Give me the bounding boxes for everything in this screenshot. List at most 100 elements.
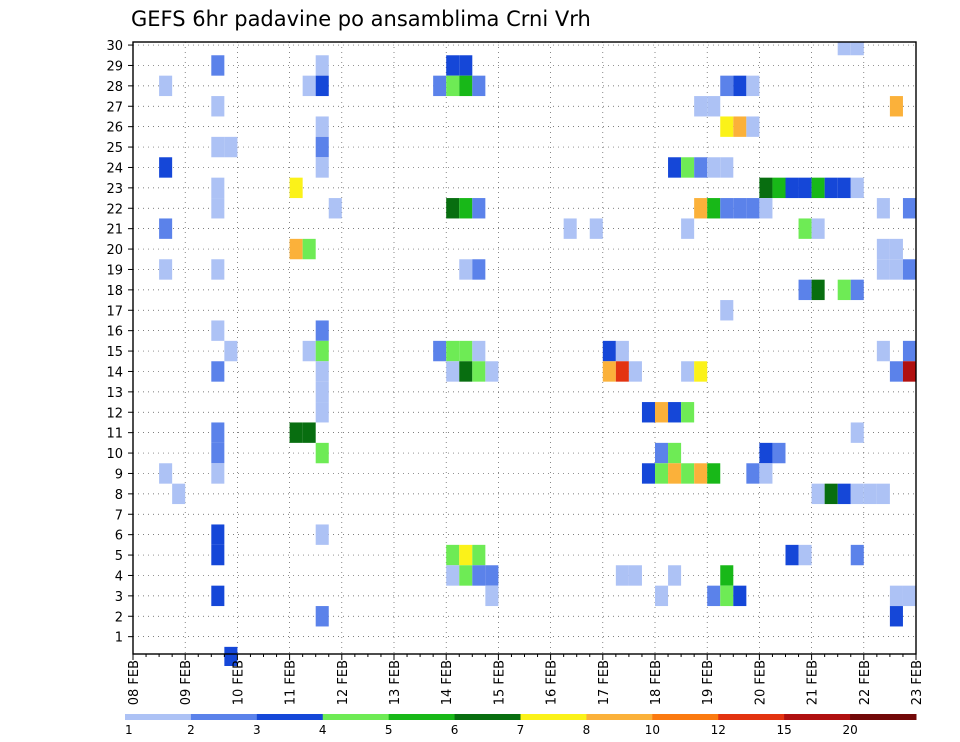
precipitation-cell [798,218,812,239]
precipitation-cell [211,442,225,464]
precipitation-cells [159,42,916,666]
precipitation-cell [746,198,760,219]
precipitation-cell [289,238,303,260]
precipitation-cell [824,177,838,199]
y-tick-label: 22 [106,202,123,217]
y-tick-label: 20 [106,243,123,258]
precipitation-cell [850,544,864,566]
precipitation-cell [720,198,734,219]
precipitation-cell [798,177,812,199]
precipitation-cell [315,606,329,627]
precipitation-cell [289,177,303,199]
precipitation-cell [889,238,903,260]
precipitation-cell [707,198,721,219]
x-tick-label: 23 FEB [910,660,925,705]
precipitation-cell [602,361,616,382]
y-tick-label: 14 [106,365,123,380]
precipitation-cell [889,259,903,280]
y-tick-label: 7 [115,508,123,523]
precipitation-cell [485,361,499,382]
y-tick-label: 6 [115,529,123,544]
precipitation-cell [668,157,682,178]
legend-swatch [586,714,653,720]
precipitation-cell [472,361,486,382]
precipitation-cell [328,198,342,219]
precipitation-cell [889,606,903,627]
precipitation-cell [159,157,173,178]
precipitation-cell [472,198,486,219]
precipitation-cell [315,340,329,362]
precipitation-cell [315,75,329,97]
precipitation-cell [446,544,460,566]
legend-label: 5 [385,723,393,737]
y-tick-label: 28 [106,80,123,95]
precipitation-cell [615,361,629,382]
precipitation-cell [446,75,460,97]
y-tick-label: 15 [106,345,123,360]
precipitation-cell [889,585,903,607]
precipitation-cell [733,75,747,97]
y-tick-label: 3 [115,590,123,605]
precipitation-cell [720,157,734,178]
precipitation-cell [668,402,682,423]
precipitation-cell [472,259,486,280]
legend-label: 12 [711,723,726,737]
precipitation-cell [785,544,799,566]
precipitation-cell [211,422,225,443]
precipitation-cell [863,483,877,505]
precipitation-cell [602,340,616,362]
precipitation-cell [211,361,225,382]
legend-label: 1 [125,723,133,737]
precipitation-cell [211,320,225,341]
precipitation-cell [302,340,316,362]
precipitation-cell [224,340,238,362]
precipitation-cell [707,463,721,484]
y-tick-label: 9 [115,467,123,482]
x-tick-label: 18 FEB [649,660,664,705]
precipitation-cell [459,361,473,382]
legend-label: 8 [583,723,591,737]
precipitation-cell [211,177,225,199]
precipitation-cell [159,259,173,280]
precipitation-cell [459,340,473,362]
precipitation-cell [211,96,225,117]
precipitation-cell [224,136,238,158]
precipitation-cell [668,565,682,586]
precipitation-cell [589,218,603,239]
y-tick-label: 23 [106,182,123,197]
legend-label: 3 [253,723,261,737]
precipitation-cell [876,340,890,362]
precipitation-cell [459,544,473,566]
precipitation-cell [211,463,225,484]
precipitation-cell [837,279,851,301]
precipitation-cell [289,422,303,443]
precipitation-cell [446,565,460,586]
x-tick-label: 15 FEB [492,660,507,705]
precipitation-cell [159,463,173,484]
precipitation-cell [785,177,799,199]
x-tick-label: 10 FEB [231,660,246,705]
precipitation-cell [681,361,695,382]
precipitation-cell [211,136,225,158]
x-tick-label: 09 FEB [179,660,194,705]
precipitation-cell [746,116,760,137]
precipitation-cell [694,198,708,219]
precipitation-cell [315,136,329,158]
legend-label: 2 [187,723,195,737]
x-tick-label: 13 FEB [388,660,403,705]
legend-label: 20 [842,723,857,737]
precipitation-cell [720,75,734,97]
precipitation-cell [694,96,708,117]
legend-swatch [322,714,390,720]
legend-swatch [850,714,917,720]
x-axis: 08 FEB 09 FEB 10 FEB 11 FEB 12 FEB 13 FEB 14 F… [127,654,925,705]
y-tick-label: 8 [115,488,123,503]
y-tick-label: 5 [115,549,123,564]
precipitation-cell [902,340,916,362]
y-tick-label: 24 [106,161,123,176]
precipitation-cell [837,177,851,199]
precipitation-cell [811,177,825,199]
precipitation-cell [707,585,721,607]
precipitation-cell [472,340,486,362]
